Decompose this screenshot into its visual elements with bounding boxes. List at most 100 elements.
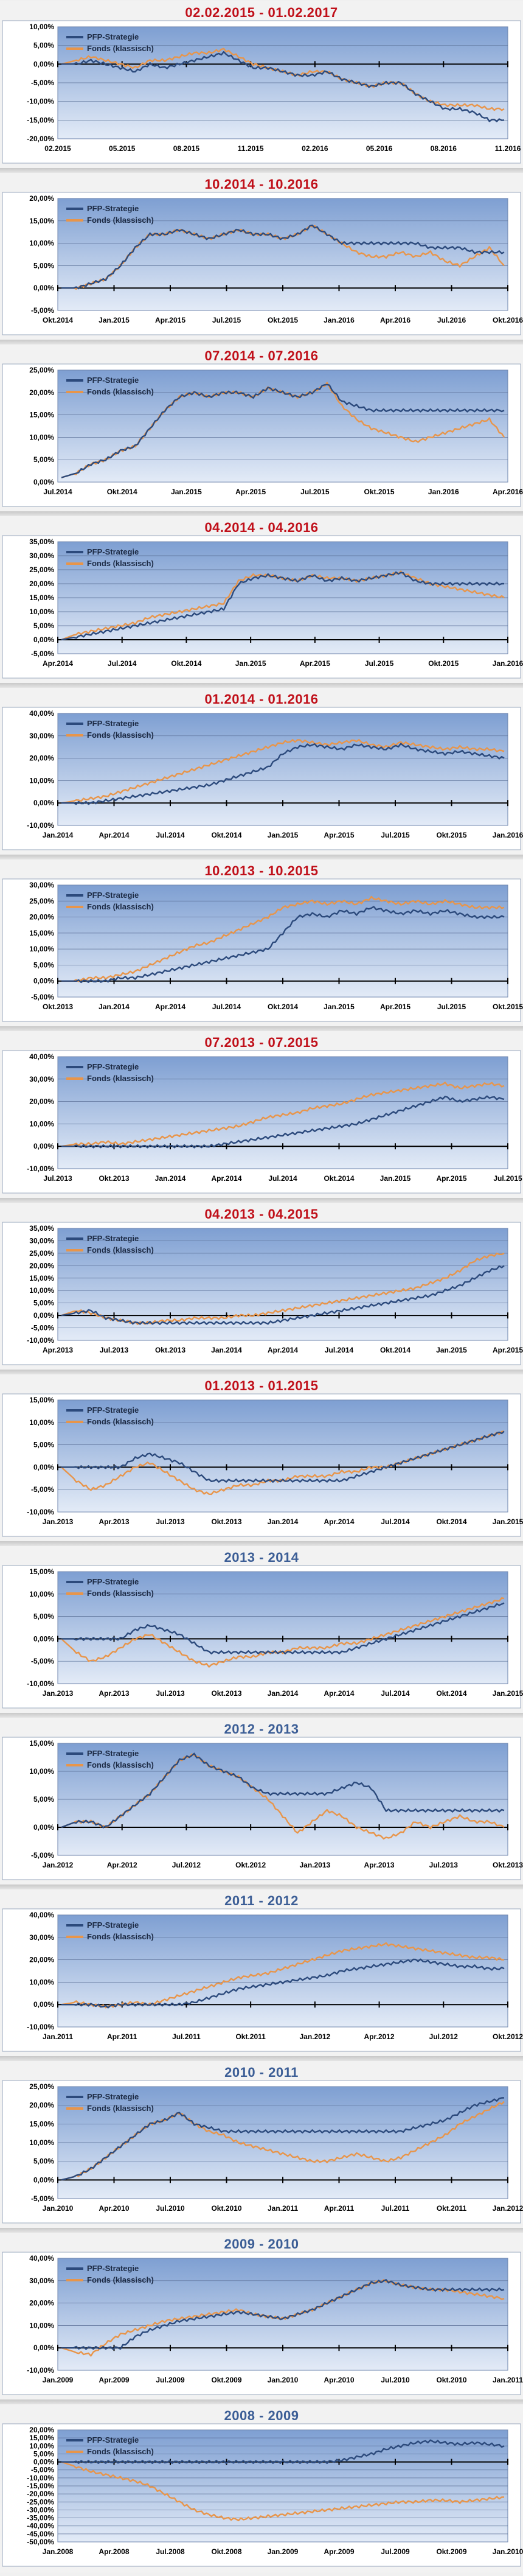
y-tick-label: 15,00% xyxy=(29,1567,54,1576)
line-chart: 15,00%10,00%5,00%0,00%-5,00%-10,00%Jan.2… xyxy=(2,1565,523,1709)
x-tick-label: Jul.2014 xyxy=(156,831,185,839)
y-tick-label: 25,00% xyxy=(29,565,54,574)
plot-area xyxy=(57,1399,508,1513)
x-tick-label: Jan.2015 xyxy=(493,1517,523,1526)
y-tick-label: 5,00% xyxy=(33,41,54,50)
x-tick-label: Okt.2014 xyxy=(107,488,137,496)
y-tick-label: 0,00% xyxy=(33,1463,54,1471)
y-tick-label: 10,00% xyxy=(29,1767,54,1776)
y-tick-label: 30,00% xyxy=(29,1933,54,1942)
x-tick-label: Apr.2015 xyxy=(300,659,330,668)
line-chart: 20,00%15,00%10,00%5,00%0,00%-5,00%-10,00… xyxy=(2,2423,523,2567)
panel-separator xyxy=(0,1370,523,1374)
series-line-pfp-strategie xyxy=(61,2097,505,2181)
y-tick-label: 15,00% xyxy=(29,929,54,937)
legend-label: Fonds (klassisch) xyxy=(87,2275,154,2284)
legend-label: Fonds (klassisch) xyxy=(87,215,154,225)
plot-area xyxy=(57,369,508,483)
y-tick-label: 15,00% xyxy=(29,217,54,225)
series-line-pfp-strategie xyxy=(61,2439,505,2465)
x-tick-label: Jul.2012 xyxy=(172,1861,201,1869)
x-tick-label: Jul.2015 xyxy=(365,659,394,668)
series-line-fonds-klassisch xyxy=(61,47,505,111)
y-tick-label: 5,00% xyxy=(33,2157,54,2166)
chart-title: 01.2014 - 01.2016 xyxy=(204,691,319,707)
y-tick-label: -10,00% xyxy=(27,2023,54,2031)
y-tick-label: 0,00% xyxy=(33,1142,54,1150)
line-chart: 40,00%30,00%20,00%10,00%0,00%-10,00%Jul.… xyxy=(2,1050,522,1194)
y-tick-label: 20,00% xyxy=(29,1261,54,1270)
legend-label: PFP-Strategie xyxy=(87,376,139,385)
series-line-fonds-klassisch xyxy=(61,2461,505,2522)
x-tick-label: 11.2016 xyxy=(495,144,521,153)
chart-panel: 10.2013 - 10.2015 30,00% 25,00% 20,00% 15,00… xyxy=(0,859,523,1027)
series-line-pfp-strategie xyxy=(61,1265,505,1325)
x-tick-label: 08.2015 xyxy=(173,144,200,153)
y-tick-label: 30,00% xyxy=(29,1236,54,1245)
series-line-pfp-strategie xyxy=(61,906,505,984)
y-tick-label: -5,00% xyxy=(31,2194,54,2203)
x-tick-label: Jan.2015 xyxy=(436,1346,467,1354)
legend-label: PFP-Strategie xyxy=(87,719,139,728)
panel-separator xyxy=(0,1198,523,1203)
panel-separator xyxy=(0,1885,523,1889)
line-chart: 20,00%15,00%10,00%5,00%0,00%-5,00%Okt.20… xyxy=(2,192,523,335)
x-tick-label: Apr.2015 xyxy=(436,1174,466,1183)
chart-panel: 02.02.2015 - 01.02.2017 10,00% 5,00% 0,00% -… xyxy=(0,1,523,169)
chart-title: 2010 - 2011 xyxy=(224,2065,299,2080)
y-tick-label: 10,00% xyxy=(29,1978,54,1986)
x-tick-label: Jul.2010 xyxy=(381,2376,410,2384)
y-tick-label: -5,00% xyxy=(31,1657,54,1665)
chart-title: 04.2013 - 04.2015 xyxy=(204,1206,319,1222)
legend-label: Fonds (klassisch) xyxy=(87,387,154,396)
x-tick-label: Okt.2013 xyxy=(211,1517,241,1526)
x-tick-label: Jul.2010 xyxy=(156,2204,185,2213)
y-tick-label: -10,00% xyxy=(27,2366,54,2375)
line-chart: 40,00%30,00%20,00%10,00%0,00%-10,00%Jan.… xyxy=(2,1908,523,2052)
y-tick-label: -10,00% xyxy=(27,2474,54,2482)
y-tick-label: 0,00% xyxy=(33,1823,54,1832)
x-tick-label: 02.2015 xyxy=(44,144,71,153)
x-tick-label: Okt.2008 xyxy=(211,2547,241,2556)
series-line-fonds-klassisch xyxy=(61,895,505,982)
chart-panel: 01.2013 - 01.2015 15,00% 10,00% 5,00% 0,00% -… xyxy=(0,1374,523,1542)
x-tick-label: Jul.2011 xyxy=(172,2032,201,2041)
y-tick-label: -5,00% xyxy=(31,1485,54,1494)
y-tick-label: 40,00% xyxy=(29,709,54,718)
panel-separator xyxy=(0,2399,523,2404)
x-tick-label: Apr.2012 xyxy=(364,2032,395,2041)
y-tick-label: -50,00% xyxy=(27,2538,54,2546)
x-tick-label: Apr.2015 xyxy=(324,831,354,839)
x-tick-label: Apr.2014 xyxy=(324,1689,354,1698)
x-tick-label: Jan.2011 xyxy=(43,2032,73,2041)
series-line-pfp-strategie xyxy=(61,2279,505,2350)
y-tick-label: 20,00% xyxy=(29,1097,54,1106)
series-line-pfp-strategie xyxy=(61,383,505,478)
legend-label: PFP-Strategie xyxy=(87,204,139,213)
y-tick-label: 15,00% xyxy=(29,1274,54,1283)
y-tick-label: 0,00% xyxy=(33,1311,54,1320)
panel-separator xyxy=(0,1026,523,1031)
x-tick-label: Okt.2010 xyxy=(211,2204,241,2213)
x-tick-label: Apr.2014 xyxy=(268,1346,298,1354)
x-tick-label: Jul.2015 xyxy=(381,831,410,839)
x-tick-label: Jan.2014 xyxy=(155,1174,186,1183)
x-tick-label: Okt.2015 xyxy=(428,659,459,668)
legend-label: PFP-Strategie xyxy=(87,1405,139,1415)
y-tick-label: -5,00% xyxy=(31,993,54,1001)
panel-separator xyxy=(0,511,523,516)
x-tick-label: Jan.2015 xyxy=(493,1689,523,1698)
y-tick-label: 0,00% xyxy=(33,284,54,292)
y-tick-label: 10,00% xyxy=(29,1286,54,1295)
y-tick-label: 25,00% xyxy=(29,2082,54,2091)
x-tick-label: Jan.2009 xyxy=(43,2376,74,2384)
legend-label: PFP-Strategie xyxy=(87,1920,139,1930)
x-tick-label: Jul.2014 xyxy=(43,488,72,496)
line-chart: 15,00% 10,00% 5,00% 0,00% -5,00%Jan.2012 Apr.… xyxy=(2,1737,523,1880)
chart-title: 07.2013 - 07.2015 xyxy=(204,1035,319,1050)
panel-separator xyxy=(0,683,523,688)
x-tick-label: Apr.2014 xyxy=(324,1517,354,1526)
x-tick-label: Jul.2013 xyxy=(156,1517,185,1526)
x-tick-label: Jan.2016 xyxy=(493,659,523,668)
y-tick-label: 25,00% xyxy=(29,897,54,905)
